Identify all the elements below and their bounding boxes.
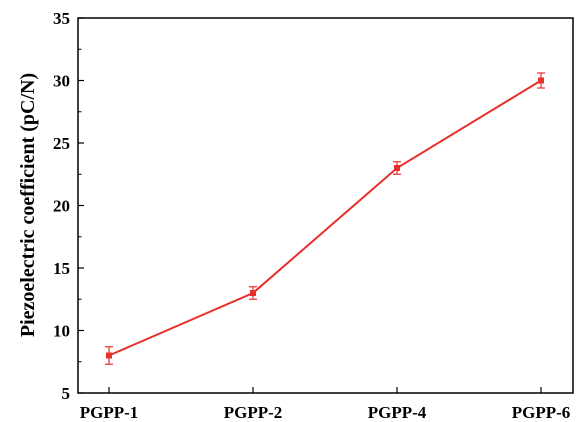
x-tick-label: PGPP-6 <box>512 403 571 422</box>
data-point <box>250 290 256 296</box>
y-tick-label: 5 <box>62 384 71 403</box>
data-point <box>394 165 400 171</box>
y-tick-label: 15 <box>53 259 70 278</box>
y-tick-label: 25 <box>53 134 70 153</box>
series-line <box>108 79 542 357</box>
y-tick-label: 10 <box>53 322 70 341</box>
ticks-layer: 5 10 15 20 25 30 35 PGPP-1 PGPP-2 PGPP-4 PGPP-6 <box>53 9 570 422</box>
y-axis-title: Piezoelectric coefficient (pC/N) <box>17 73 39 337</box>
x-tick-label: PGPP-2 <box>224 403 283 422</box>
series-layer <box>105 72 545 365</box>
x-tick-label: PGPP-1 <box>80 403 139 422</box>
data-point <box>106 352 112 359</box>
data-point <box>538 77 544 84</box>
y-tick-label: 20 <box>53 197 70 216</box>
y-tick-label: 30 <box>53 72 70 91</box>
y-tick-label: 35 <box>53 9 70 28</box>
plot-frame <box>77 17 574 394</box>
x-tick-label: PGPP-4 <box>368 403 427 422</box>
